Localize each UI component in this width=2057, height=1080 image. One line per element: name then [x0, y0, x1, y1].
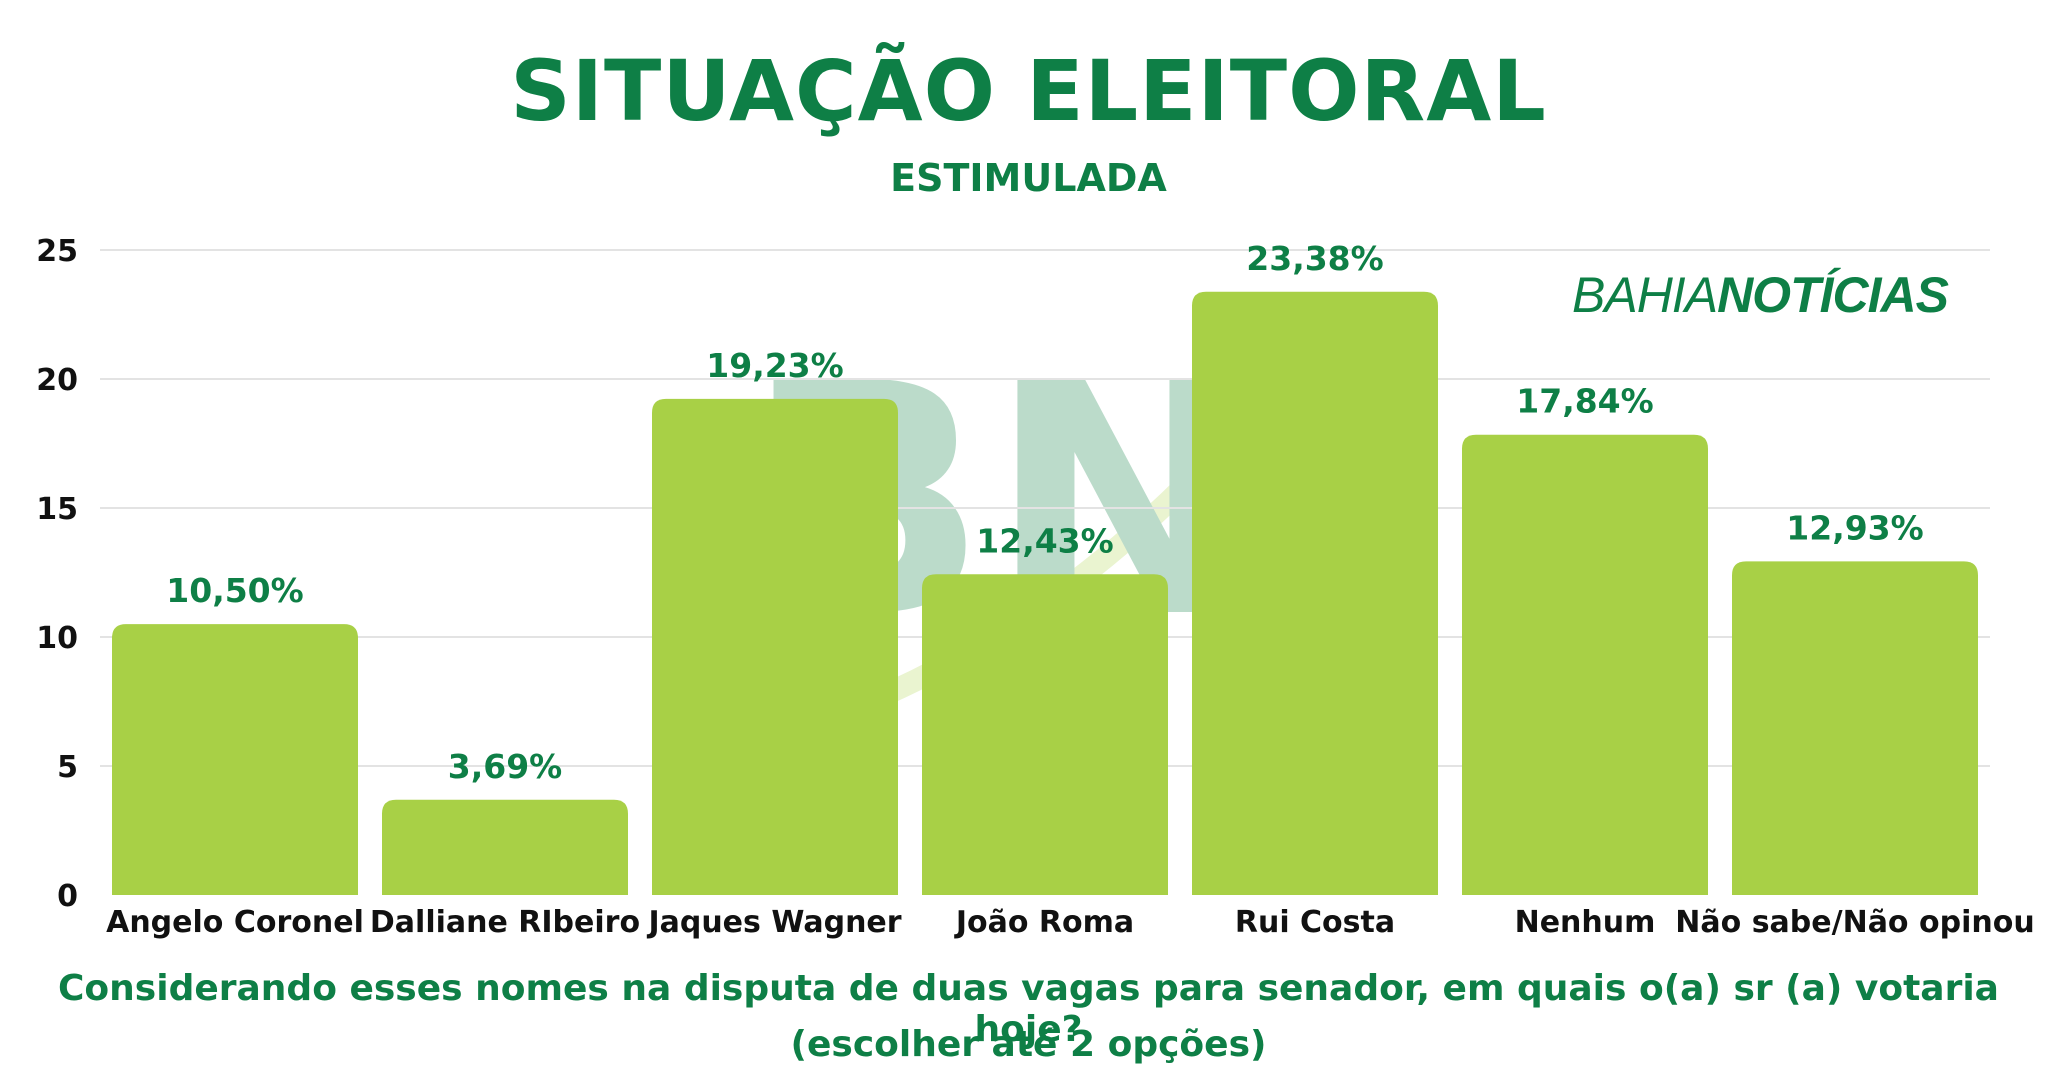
x-tick-label: Angelo Coronel: [106, 905, 364, 940]
x-tick-label: Não sabe/Não opinou: [1675, 905, 2034, 940]
logo-part-noticias: NOTÍCIAS: [1717, 267, 1949, 323]
y-axis: 0 5 10 15 20 25: [36, 234, 78, 914]
survey-question: Considerando esses nomes na disputa de d…: [58, 968, 1999, 1050]
bar: [112, 624, 358, 895]
chart-title: SITUAÇÃO ELEITORAL: [510, 42, 1547, 140]
bars: [112, 291, 1978, 895]
x-axis: Angelo Coronel Dalliane RIbeiro Jaques Wag…: [106, 905, 2035, 940]
data-labels: 10,50% 3,69% 19,23% 12,43% 23,38% 17,84% 12,93…: [166, 239, 1923, 786]
bar: [922, 574, 1168, 895]
data-label: 3,69%: [448, 747, 563, 786]
bar: [382, 799, 628, 895]
bar: [652, 398, 898, 895]
bar: [1732, 561, 1978, 895]
bahia-noticias-logo: BAHIANOTÍCIAS: [1572, 266, 1949, 324]
data-label: 12,93%: [1786, 508, 1923, 547]
y-tick-label: 10: [36, 621, 78, 656]
y-tick-label: 20: [36, 363, 78, 398]
data-label: 17,84%: [1516, 382, 1653, 421]
y-tick-label: 5: [57, 750, 78, 785]
x-tick-label: Jaques Wagner: [646, 905, 901, 940]
y-tick-label: 0: [57, 879, 78, 914]
data-label: 10,50%: [166, 571, 303, 610]
y-tick-label: 25: [36, 234, 78, 269]
bar: [1192, 291, 1438, 895]
data-label: 19,23%: [706, 346, 843, 385]
x-tick-label: Nenhum: [1515, 905, 1656, 940]
data-label: 12,43%: [976, 521, 1113, 560]
survey-instruction: (escolher até 2 opções): [790, 1024, 1267, 1065]
x-tick-label: João Roma: [954, 905, 1134, 940]
logo-part-bahia: BAHIA: [1572, 267, 1718, 323]
x-tick-label: Rui Costa: [1235, 905, 1395, 940]
chart-subtitle: ESTIMULADA: [890, 156, 1167, 200]
x-tick-label: Dalliane RIbeiro: [370, 905, 640, 940]
y-tick-label: 15: [36, 492, 78, 527]
data-label: 23,38%: [1246, 239, 1383, 278]
bar: [1462, 434, 1708, 895]
